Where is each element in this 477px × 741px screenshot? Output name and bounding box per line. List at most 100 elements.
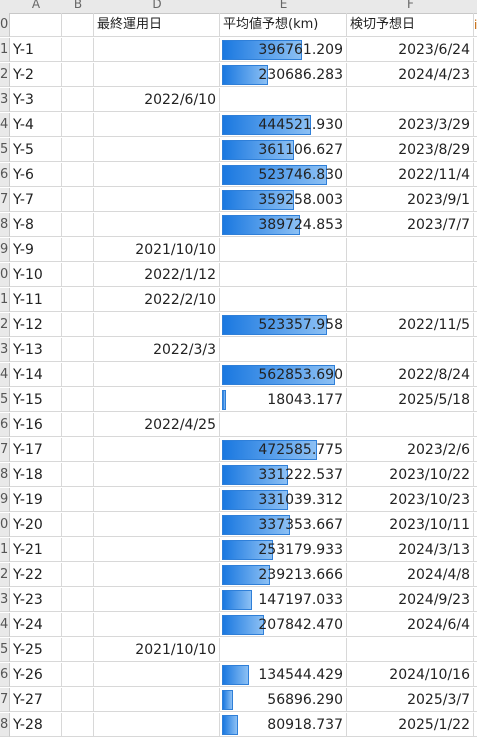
row-number[interactable]: 2: [0, 313, 10, 337]
cell-b[interactable]: [62, 638, 94, 662]
cell-b[interactable]: [62, 613, 94, 637]
cell-g[interactable]: [474, 113, 477, 137]
cell-inspection-forecast[interactable]: 2024/4/8: [347, 563, 474, 587]
column-header-f[interactable]: F: [407, 0, 414, 11]
row-number[interactable]: 3: [0, 588, 10, 612]
cell-last-operation-date[interactable]: [94, 138, 220, 162]
cell-b[interactable]: [62, 688, 94, 712]
cell-g[interactable]: [474, 663, 477, 687]
cell-average-forecast[interactable]: 472585.775: [220, 438, 347, 462]
cell-vehicle-id[interactable]: Y-20: [10, 513, 62, 537]
row-number[interactable]: 8: [0, 213, 10, 237]
cell-vehicle-id[interactable]: Y-21: [10, 538, 62, 562]
cell-vehicle-id[interactable]: Y-5: [10, 138, 62, 162]
cell-g[interactable]: [474, 338, 477, 362]
cell-last-operation-date[interactable]: [94, 388, 220, 412]
cell-average-forecast[interactable]: 230686.283: [220, 63, 347, 87]
cell-last-operation-date[interactable]: [94, 713, 220, 737]
cell-b[interactable]: [62, 488, 94, 512]
row-number[interactable]: 0: [0, 263, 10, 287]
cell-b[interactable]: [62, 238, 94, 262]
row-number[interactable]: 9: [0, 488, 10, 512]
cell-last-operation-date[interactable]: 2022/3/3: [94, 338, 220, 362]
cell-b[interactable]: [62, 363, 94, 387]
cell-g[interactable]: [474, 463, 477, 487]
cell-inspection-forecast[interactable]: [347, 288, 474, 312]
cell-last-operation-date[interactable]: [94, 313, 220, 337]
header-average-forecast[interactable]: 平均値予想(km): [220, 13, 347, 37]
cell-b[interactable]: [62, 113, 94, 137]
cell-average-forecast[interactable]: [220, 88, 347, 112]
cell-inspection-forecast[interactable]: [347, 263, 474, 287]
cell-b[interactable]: [62, 663, 94, 687]
cell-g[interactable]: [474, 513, 477, 537]
cell-g[interactable]: [474, 413, 477, 437]
cell-average-forecast[interactable]: 337353.667: [220, 513, 347, 537]
row-number[interactable]: 7: [0, 438, 10, 462]
cell-last-operation-date[interactable]: 2022/1/12: [94, 263, 220, 287]
cell-vehicle-id[interactable]: Y-22: [10, 563, 62, 587]
cell-last-operation-date[interactable]: [94, 538, 220, 562]
cell-average-forecast[interactable]: [220, 413, 347, 437]
cell-average-forecast[interactable]: 134544.429: [220, 663, 347, 687]
row-number[interactable]: 1: [0, 538, 10, 562]
cell-g[interactable]: [474, 588, 477, 612]
cell-g[interactable]: [474, 163, 477, 187]
cell-g[interactable]: [474, 613, 477, 637]
cell-vehicle-id[interactable]: Y-26: [10, 663, 62, 687]
cell-average-forecast[interactable]: 80918.737: [220, 713, 347, 737]
row-number[interactable]: 5: [0, 638, 10, 662]
cell-last-operation-date[interactable]: [94, 113, 220, 137]
cell-average-forecast[interactable]: 562853.690: [220, 363, 347, 387]
cell-g[interactable]: [474, 363, 477, 387]
cell-g-header[interactable]: i: [474, 13, 477, 37]
cell-inspection-forecast[interactable]: [347, 338, 474, 362]
cell-last-operation-date[interactable]: [94, 213, 220, 237]
row-number[interactable]: 4: [0, 113, 10, 137]
cell-inspection-forecast[interactable]: 2023/10/23: [347, 488, 474, 512]
cell-g[interactable]: [474, 563, 477, 587]
cell-last-operation-date[interactable]: [94, 513, 220, 537]
cell-average-forecast[interactable]: [220, 238, 347, 262]
cell-b[interactable]: [62, 538, 94, 562]
cell-last-operation-date[interactable]: [94, 663, 220, 687]
cell-average-forecast[interactable]: 239213.666: [220, 563, 347, 587]
row-number[interactable]: 2: [0, 563, 10, 587]
cell-last-operation-date[interactable]: [94, 613, 220, 637]
cell-g[interactable]: [474, 488, 477, 512]
column-header-a[interactable]: A: [31, 0, 41, 11]
cell-vehicle-id[interactable]: Y-6: [10, 163, 62, 187]
cell-b[interactable]: [62, 288, 94, 312]
cell-b[interactable]: [62, 38, 94, 62]
row-number[interactable]: 3: [0, 338, 10, 362]
row-number[interactable]: 5: [0, 138, 10, 162]
row-number[interactable]: 4: [0, 363, 10, 387]
cell-vehicle-id[interactable]: Y-1: [10, 38, 62, 62]
column-header-b[interactable]: B: [73, 0, 83, 11]
cell-average-forecast[interactable]: 523357.958: [220, 313, 347, 337]
row-number[interactable]: 6: [0, 163, 10, 187]
cell-average-forecast[interactable]: 331222.537: [220, 463, 347, 487]
cell-b[interactable]: [62, 713, 94, 737]
cell-g[interactable]: [474, 313, 477, 337]
cell-vehicle-id[interactable]: Y-25: [10, 638, 62, 662]
cell-vehicle-id[interactable]: Y-8: [10, 213, 62, 237]
row-number[interactable]: 6: [0, 663, 10, 687]
cell-last-operation-date[interactable]: [94, 588, 220, 612]
cell-vehicle-id[interactable]: Y-3: [10, 88, 62, 112]
cell-last-operation-date[interactable]: 2021/10/10: [94, 238, 220, 262]
cell-g[interactable]: [474, 238, 477, 262]
cell-vehicle-id[interactable]: Y-13: [10, 338, 62, 362]
cell-inspection-forecast[interactable]: 2024/3/13: [347, 538, 474, 562]
cell-b[interactable]: [62, 63, 94, 87]
header-last-operation-date[interactable]: 最終運用日: [94, 13, 220, 37]
cell-last-operation-date[interactable]: [94, 688, 220, 712]
cell-vehicle-id[interactable]: Y-15: [10, 388, 62, 412]
cell-inspection-forecast[interactable]: [347, 638, 474, 662]
cell-average-forecast[interactable]: 56896.290: [220, 688, 347, 712]
cell-g[interactable]: [474, 188, 477, 212]
row-number[interactable]: 7: [0, 188, 10, 212]
cell-average-forecast[interactable]: 18043.177: [220, 388, 347, 412]
cell-inspection-forecast[interactable]: [347, 88, 474, 112]
cell-inspection-forecast[interactable]: 2023/8/29: [347, 138, 474, 162]
